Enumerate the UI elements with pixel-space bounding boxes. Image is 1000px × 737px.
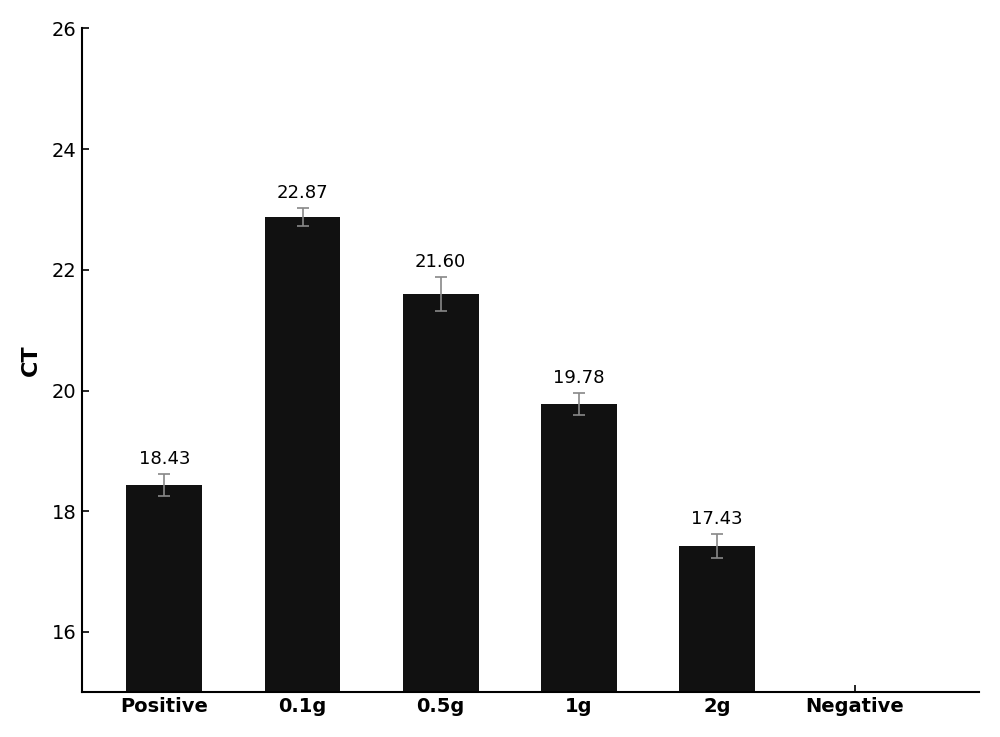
Bar: [541, 404, 617, 692]
Bar: [265, 217, 340, 692]
Text: 17.43: 17.43: [691, 509, 743, 528]
Bar: [679, 545, 755, 692]
Bar: [403, 294, 479, 692]
Bar: [126, 485, 202, 692]
Text: 19.78: 19.78: [553, 369, 604, 387]
Y-axis label: CT: CT: [21, 344, 41, 376]
Text: 21.60: 21.60: [415, 253, 466, 271]
Text: 22.87: 22.87: [277, 184, 328, 202]
Text: 18.43: 18.43: [139, 450, 190, 469]
